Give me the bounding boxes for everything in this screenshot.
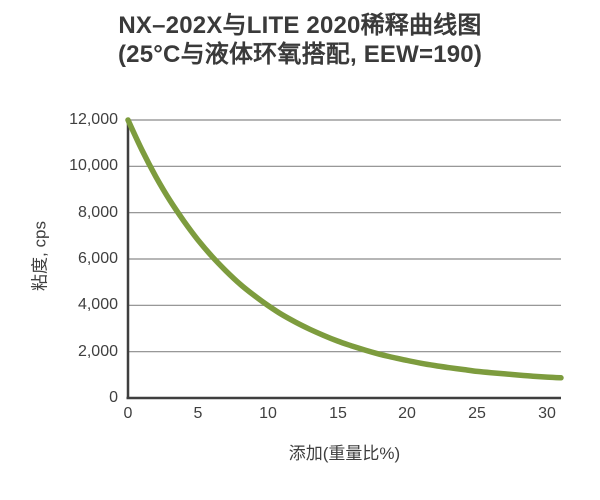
y-tick-label: 6,000 xyxy=(77,250,118,267)
y-tick-label: 12,000 xyxy=(69,111,118,128)
y-tick-label: 0 xyxy=(109,389,118,406)
y-tick-label: 2,000 xyxy=(77,343,118,360)
dilution-curve xyxy=(125,117,564,381)
y-tick-label: 8,000 xyxy=(77,204,118,221)
y-axis-title: 粘度, cps xyxy=(30,221,50,291)
x-axis-title: 添加(重量比%) xyxy=(288,444,401,463)
x-tick-label: 20 xyxy=(398,405,416,422)
y-tick-label: 10,000 xyxy=(69,157,118,174)
x-tick-label: 10 xyxy=(259,405,277,422)
x-tick-label: 0 xyxy=(123,405,133,422)
y-tick-label: 4,000 xyxy=(77,296,118,313)
x-tick-label: 30 xyxy=(538,405,556,422)
x-tick-label: 15 xyxy=(329,405,347,422)
chart-title-block: NX–202X与LITE 2020稀释曲线图 (25°C与液体环氧搭配, EEW… xyxy=(0,11,600,69)
chart-subtitle: (25°C与液体环氧搭配, EEW=190) xyxy=(117,41,483,68)
chart-title: NX–202X与LITE 2020稀释曲线图 xyxy=(118,12,482,39)
x-tick-label: 5 xyxy=(193,405,203,422)
x-tick-label: 25 xyxy=(468,405,486,422)
